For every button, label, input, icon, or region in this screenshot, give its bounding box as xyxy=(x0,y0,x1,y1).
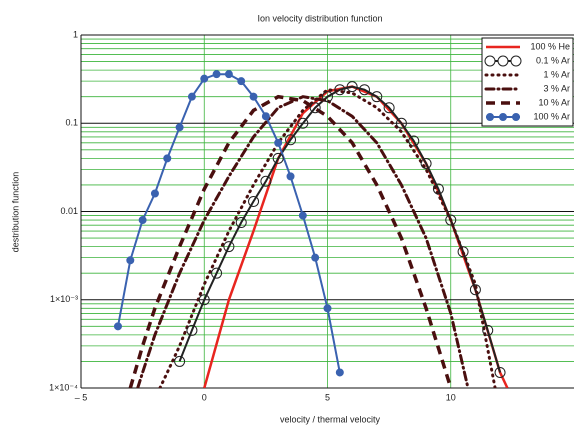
data-point xyxy=(469,284,481,296)
data-point xyxy=(150,189,159,198)
legend-label: 0.1 % Ar xyxy=(536,55,570,65)
legend-label: 3 % Ar xyxy=(543,83,570,93)
data-point xyxy=(358,84,370,96)
data-point xyxy=(212,70,221,79)
legend-marker xyxy=(499,113,507,121)
data-point xyxy=(198,294,210,306)
data-point xyxy=(272,152,284,164)
data-point xyxy=(297,117,309,129)
data-point xyxy=(335,368,344,377)
data-point xyxy=(248,195,260,207)
series-line xyxy=(128,94,453,388)
y-tick-label: 1×10⁻³ xyxy=(50,294,78,304)
x-tick-label: 0 xyxy=(202,392,207,402)
data-point xyxy=(334,84,346,96)
data-point xyxy=(323,304,332,313)
legend-label: 100 % Ar xyxy=(533,111,570,121)
data-point xyxy=(311,253,320,262)
legend-marker xyxy=(486,113,494,121)
data-point xyxy=(260,175,272,187)
data-point xyxy=(211,267,223,279)
x-tick-label: – 5 xyxy=(75,392,88,402)
data-point xyxy=(445,214,457,226)
legend-marker xyxy=(497,55,509,67)
data-point xyxy=(494,366,506,378)
y-tick-label: 0.01 xyxy=(60,206,78,216)
data-point xyxy=(200,74,209,83)
data-point xyxy=(224,70,233,79)
data-point xyxy=(223,241,235,253)
data-point xyxy=(395,117,407,129)
data-point xyxy=(408,135,420,147)
data-point xyxy=(274,138,283,147)
x-axis-label: velocity / thermal velocity xyxy=(280,414,381,424)
data-point xyxy=(432,183,444,195)
data-point xyxy=(113,322,122,331)
data-point xyxy=(285,134,297,146)
data-point xyxy=(187,92,196,101)
series-line xyxy=(136,95,470,388)
x-tick-label: 5 xyxy=(325,392,330,402)
data-point xyxy=(249,92,258,101)
y-tick-label: 0.1 xyxy=(65,118,78,128)
y-tick-label: 1 xyxy=(73,29,78,39)
legend-label: 10 % Ar xyxy=(538,97,570,107)
data-point xyxy=(371,91,383,103)
y-axis-label: destribution function xyxy=(10,172,20,253)
data-point xyxy=(286,172,295,181)
legend-label: 100 % He xyxy=(530,41,570,51)
legend-label: 1 % Ar xyxy=(543,69,570,79)
y-tick-label: 1×10⁻⁴ xyxy=(49,382,78,392)
legend-box xyxy=(481,37,574,127)
data-point xyxy=(138,216,147,225)
data-point xyxy=(126,256,135,265)
data-point xyxy=(175,123,184,132)
data-point xyxy=(186,324,198,336)
chart-title: Ion velocity distribution function xyxy=(257,13,382,23)
data-point xyxy=(457,246,469,258)
legend-marker xyxy=(512,113,520,121)
data-point xyxy=(309,102,321,114)
data-point xyxy=(235,217,247,229)
data-point xyxy=(298,211,307,220)
data-point xyxy=(237,77,246,86)
data-point xyxy=(174,355,186,367)
series-line xyxy=(158,88,497,388)
data-point xyxy=(383,102,395,114)
x-tick-label: 10 xyxy=(446,392,456,402)
data-point xyxy=(420,157,432,169)
legend-marker xyxy=(510,55,522,67)
data-point xyxy=(163,154,172,163)
data-point xyxy=(261,112,270,121)
data-point xyxy=(322,91,333,103)
data-point xyxy=(346,81,358,93)
data-point xyxy=(482,324,494,336)
legend-marker xyxy=(484,55,496,67)
